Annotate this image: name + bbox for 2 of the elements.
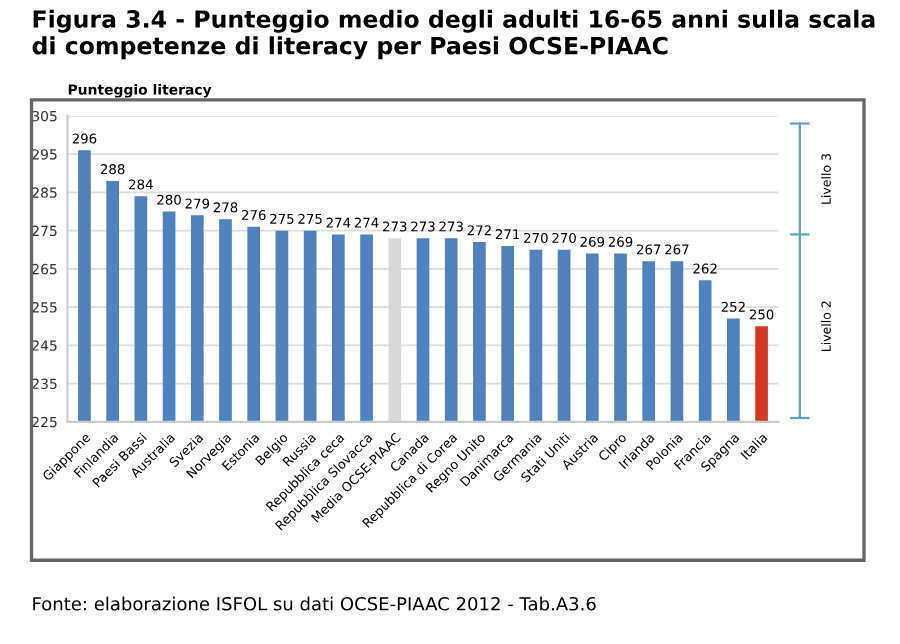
source-note: Fonte: elaborazione ISFOL su dati OCSE-PIAAC 2012 - Tab.A3.6	[33, 596, 596, 611]
chart-title: Figura 3.4 - Punteggio medio degli adulti 16-65 anni sulla scala di competenze di literacy per Paesi OCSE-PIAAC	[32, 9, 875, 60]
